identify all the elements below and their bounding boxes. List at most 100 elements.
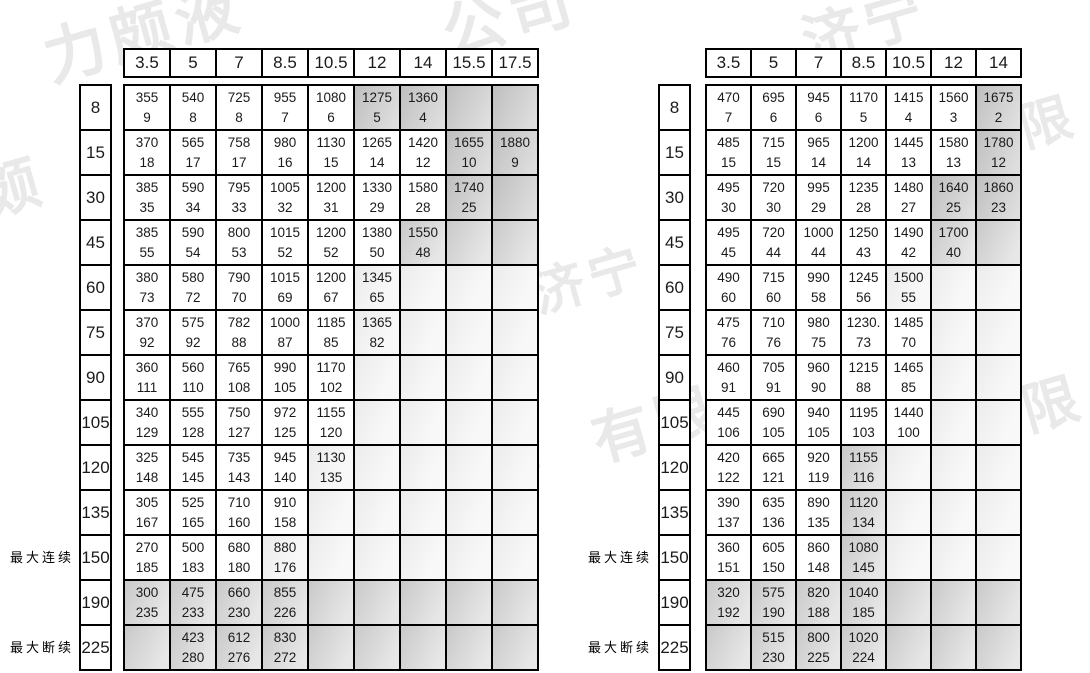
cell-top-value: 1490 <box>893 224 924 240</box>
cell-right-r105-c14 <box>976 400 1021 445</box>
cell-bottom-value: 91 <box>765 379 782 395</box>
cell-right-r60-c12 <box>931 265 976 310</box>
cell-top-value: 270 <box>135 539 159 555</box>
label-max-intermittent-left: 最大断续 <box>9 640 74 655</box>
cell-top-value: 955 <box>273 89 297 105</box>
cell-left-r30-c7: 795 33 <box>216 175 262 220</box>
cell-top-value: 612 <box>227 629 251 645</box>
cell-right-r45-c14 <box>976 220 1021 265</box>
cell-bottom-value: 90 <box>810 379 827 395</box>
cell-right-r120-c7: 920 119 <box>796 445 841 490</box>
cell-top-value: 360 <box>135 359 159 375</box>
cell-bottom-value: 125 <box>273 424 297 440</box>
cell-left-r135-c3.5: 305 167 <box>124 490 170 535</box>
cell-right-r135-c7: 890 135 <box>796 490 841 535</box>
cell-top-value: 1130 <box>316 134 346 150</box>
cell-bottom-value: 55 <box>900 289 917 305</box>
col-header-left-7: 7 <box>216 49 262 77</box>
cell-left-r135-c15.5 <box>446 490 492 535</box>
cell-top-value: 1655 <box>453 134 485 150</box>
cell-left-r45-c3.5: 385 55 <box>124 220 170 265</box>
cell-bottom-value: 85 <box>900 379 917 395</box>
cell-bottom-value: 145 <box>852 559 875 575</box>
cell-right-r8-c3.5: 470 7 <box>706 85 751 130</box>
cell-top-value: 1560 <box>938 89 969 105</box>
cell-bottom-value: 73 <box>139 289 155 305</box>
cell-left-r190-c3.5: 300 235 <box>124 580 170 625</box>
cell-left-r105-c3.5: 340 129 <box>124 400 170 445</box>
cell-top-value: 890 <box>807 494 830 510</box>
row-header-right-120: 120 <box>659 445 690 490</box>
cell-bottom-value: 60 <box>765 289 782 305</box>
cell-top-value: 710 <box>762 314 785 330</box>
cell-left-r120-c7: 735 143 <box>216 445 262 490</box>
cell-left-r30-c3.5: 385 35 <box>124 175 170 220</box>
cell-top-value: 325 <box>135 449 159 465</box>
cell-bottom-value: 6 <box>327 109 335 125</box>
cell-top-value: 1155 <box>316 404 346 420</box>
row-header-right-75: 75 <box>659 310 690 355</box>
cell-bottom-value: 60 <box>720 289 737 305</box>
cell-right-r120-c3.5: 420 122 <box>706 445 751 490</box>
cell-right-r60-c14 <box>976 265 1021 310</box>
cell-left-r75-c14 <box>400 310 446 355</box>
cell-left-r225-c17.5 <box>492 625 538 670</box>
cell-left-r60-c8.5: 1015 69 <box>262 265 308 310</box>
cell-left-r8-c7: 725 8 <box>216 85 262 130</box>
cell-left-r60-c7: 790 70 <box>216 265 262 310</box>
cell-right-r120-c5: 665 121 <box>751 445 796 490</box>
row-header-left-60: 60 <box>80 265 111 310</box>
row-header-right-60: 60 <box>659 265 690 310</box>
cell-bottom-value: 44 <box>810 244 827 260</box>
cell-top-value: 1360 <box>407 89 439 105</box>
cell-top-value: 855 <box>273 584 297 600</box>
cell-bottom-value: 12 <box>990 154 1007 170</box>
cell-bottom-value: 34 <box>185 199 201 215</box>
cell-left-r8-c15.5 <box>446 85 492 130</box>
cell-left-r45-c15.5 <box>446 220 492 265</box>
cell-top-value: 800 <box>227 224 251 240</box>
cell-right-r135-c8.5: 1120 134 <box>841 490 886 535</box>
cell-top-value: 980 <box>807 314 830 330</box>
cell-right-r75-c12 <box>931 310 976 355</box>
cell-left-r225-c7: 612 276 <box>216 625 262 670</box>
cell-bottom-value: 29 <box>810 199 827 215</box>
cell-bottom-value: 6 <box>769 109 778 125</box>
cell-left-r105-c5: 555 128 <box>170 400 216 445</box>
cell-top-value: 705 <box>762 359 785 375</box>
cell-top-value: 1445 <box>893 134 924 150</box>
cell-top-value: 495 <box>717 224 740 240</box>
cell-left-r225-c10.5 <box>308 625 354 670</box>
cell-top-value: 1580 <box>938 134 969 150</box>
cell-bottom-value: 183 <box>181 559 205 575</box>
cell-bottom-value: 233 <box>181 604 205 620</box>
cell-top-value: 715 <box>762 269 785 285</box>
cell-left-r15-c7: 758 17 <box>216 130 262 175</box>
cell-right-r75-c7: 980 75 <box>796 310 841 355</box>
cell-top-value: 1245 <box>848 269 879 285</box>
cell-left-r45-c12: 1380 50 <box>354 220 400 265</box>
row-header-column-left: 8 15 30 45 60 75 90 105 120 135 150 190 225 <box>79 84 112 671</box>
cell-left-r120-c5: 545 145 <box>170 445 216 490</box>
cell-left-r90-c14 <box>400 355 446 400</box>
cell-top-value: 525 <box>181 494 205 510</box>
cell-bottom-value: 116 <box>852 469 875 485</box>
cell-top-value: 340 <box>135 404 159 420</box>
cell-top-value: 665 <box>762 449 785 465</box>
cell-right-r225-c8.5: 1020 224 <box>841 625 886 670</box>
cell-bottom-value: 136 <box>762 514 785 530</box>
data-grid-right: 470 7 695 6 945 6 1170 5 1415 4 1560 3 1675 2 485 15 715… <box>705 84 1022 671</box>
cell-top-value: 800 <box>807 629 830 645</box>
col-header-right-7: 7 <box>796 49 841 77</box>
cell-bottom-value: 102 <box>319 379 343 395</box>
cell-left-r90-c3.5: 360 111 <box>124 355 170 400</box>
cell-bottom-value: 226 <box>273 604 297 620</box>
cell-bottom-value: 110 <box>182 379 204 395</box>
cell-bottom-value: 105 <box>273 379 297 395</box>
cell-right-r30-c10.5: 1480 27 <box>886 175 931 220</box>
cell-left-r190-c17.5 <box>492 580 538 625</box>
cell-right-r105-c3.5: 445 106 <box>706 400 751 445</box>
cell-top-value: 945 <box>273 449 297 465</box>
cell-top-value: 790 <box>227 269 251 285</box>
cell-top-value: 1500 <box>893 269 924 285</box>
